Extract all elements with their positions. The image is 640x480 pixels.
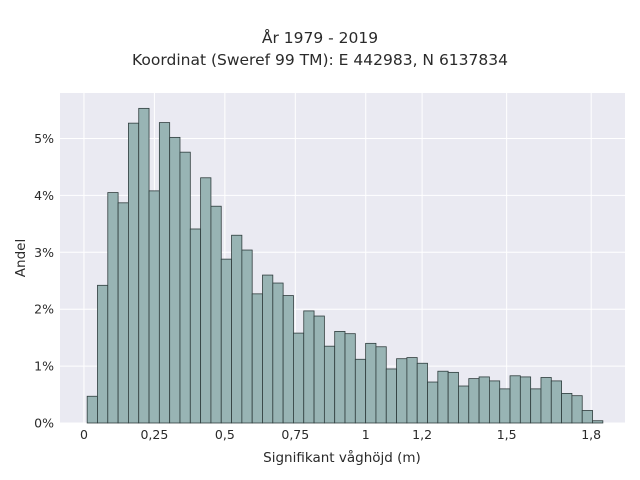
histogram-bar [571, 395, 583, 424]
histogram-bar [272, 282, 284, 424]
x-tick-label: 1,2 [412, 427, 432, 442]
chart-subtitle: Koordinat (Sweref 99 TM): E 442983, N 61… [132, 51, 508, 69]
histogram-bar [179, 151, 191, 424]
histogram-bar [251, 293, 263, 424]
histogram-bar [592, 420, 604, 424]
bars [86, 107, 604, 424]
histogram-bar [540, 377, 552, 424]
x-axis-label: Signifikant våghöjd (m) [263, 449, 421, 466]
histogram-bar [478, 376, 490, 424]
histogram-bar [396, 358, 408, 424]
histogram-bar [458, 385, 470, 424]
histogram-bar [509, 375, 521, 424]
histogram-bar [375, 346, 387, 424]
histogram-bar [107, 192, 119, 424]
y-axis-label: Andel [13, 239, 29, 277]
x-tick-label: 0 [80, 427, 88, 442]
histogram-bar [200, 177, 212, 424]
histogram-bar [169, 136, 181, 424]
histogram-bar [385, 368, 397, 424]
histogram-bar [550, 380, 562, 424]
histogram-bar [148, 190, 160, 424]
histogram-bar [313, 315, 325, 424]
histogram-bar [293, 332, 305, 424]
chart-title: År 1979 - 2019 [261, 29, 379, 47]
y-tick-label: 4% [34, 188, 54, 203]
histogram-bar [241, 249, 253, 424]
histogram-bar [406, 357, 418, 424]
histogram-bar [561, 393, 573, 424]
histogram-bar [416, 362, 428, 424]
histogram-bar [488, 380, 501, 424]
x-tick-label: 1,5 [497, 427, 517, 442]
y-tick-label: 5% [34, 131, 54, 146]
y-tick-label: 3% [34, 245, 54, 260]
x-tick-label: 0,5 [215, 427, 235, 442]
x-tick-label: 0,75 [281, 427, 309, 442]
histogram-bar [323, 345, 336, 424]
histogram-bar [344, 333, 356, 424]
histogram-bar [262, 274, 274, 424]
x-tick-labels: 0 0,25 0,5 0,75 1 1,2 1,5 1,8 [80, 427, 601, 442]
x-tick-label: 0,25 [140, 427, 168, 442]
histogram-bar [210, 205, 222, 424]
histogram-bar [427, 381, 439, 424]
y-tick-label: 2% [34, 302, 54, 317]
histogram-bar [128, 122, 140, 424]
histogram-bar [189, 228, 202, 424]
histogram-bar [158, 122, 171, 424]
y-tick-label: 1% [34, 359, 54, 374]
histogram-bar [334, 330, 346, 424]
histogram-bar [447, 371, 459, 424]
histogram-bar [138, 107, 150, 424]
histogram-bar [86, 395, 98, 424]
histogram-bar [581, 410, 593, 424]
y-tick-labels: 0% 1% 2% 3% 4% 5% [34, 131, 54, 430]
x-tick-label: 1,8 [581, 427, 601, 442]
histogram-bar [231, 234, 243, 424]
y-tick-label: 0% [34, 416, 54, 431]
histogram-bar [437, 370, 449, 424]
histogram-bar [499, 388, 511, 424]
histogram-bar [117, 202, 129, 424]
histogram-bar [220, 258, 232, 424]
x-tick-label: 1 [362, 427, 370, 442]
histogram-bar [303, 310, 315, 424]
histogram-bar [282, 295, 294, 424]
histogram-bar [365, 342, 377, 424]
histogram-bar [97, 284, 109, 424]
histogram-bar [354, 358, 367, 424]
histogram-bar [530, 388, 542, 424]
histogram-bar [519, 376, 532, 424]
histogram-bar [468, 378, 480, 424]
